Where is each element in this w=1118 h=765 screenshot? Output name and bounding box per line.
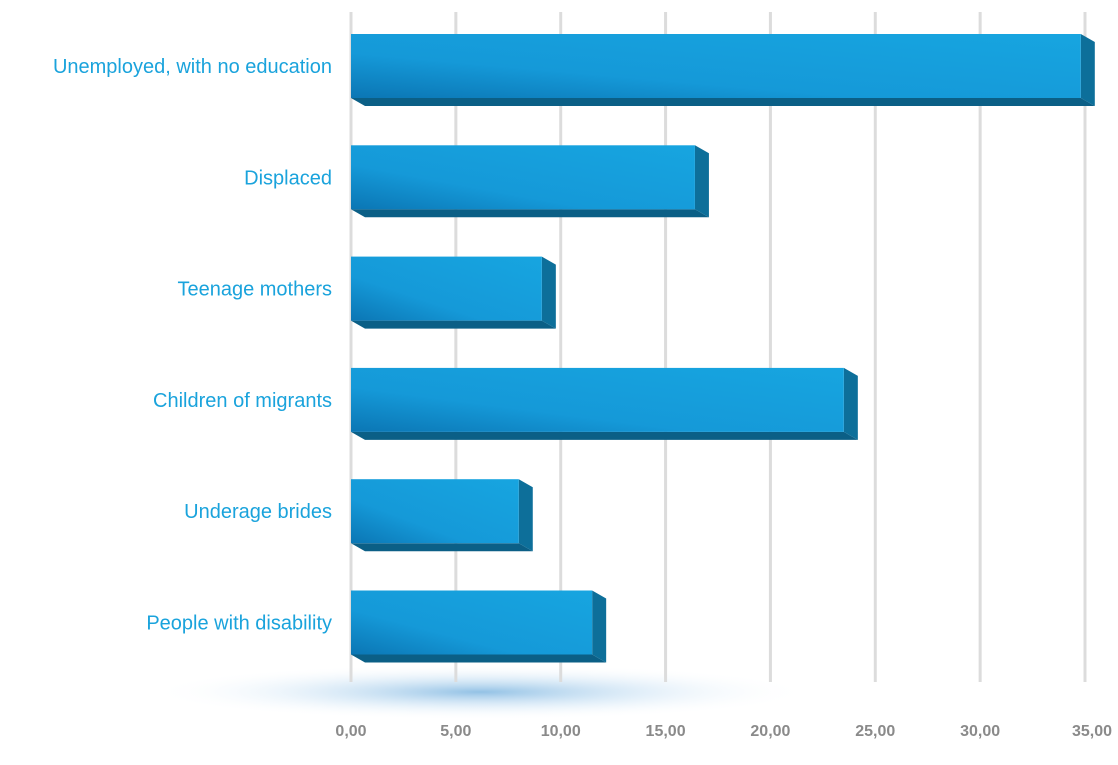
- bar-group: [351, 367, 858, 440]
- bar-side-face: [541, 256, 556, 329]
- x-axis-ticks: 0,00 5,00 10,00 15,00 20,00 25,00 30,00 35,00: [335, 723, 1112, 740]
- category-label: Underage brides: [184, 501, 332, 523]
- category-labels: Unemployed, with no education Displaced Te…: [53, 56, 332, 635]
- bar-bottom-face: [351, 320, 556, 329]
- bar: [351, 256, 542, 321]
- bar-bottom-face: [351, 543, 533, 552]
- bar-bottom-face: [351, 654, 607, 663]
- category-label: Displaced: [244, 167, 332, 189]
- bar-group: [351, 479, 533, 552]
- bar-side-face: [518, 479, 533, 552]
- bar-group: [351, 256, 556, 329]
- category-label: Unemployed, with no education: [53, 56, 332, 78]
- bar-bottom-face: [351, 209, 709, 218]
- category-label: People with disability: [146, 613, 332, 635]
- category-label: Children of migrants: [153, 390, 332, 412]
- x-tick-label: 35,00: [1072, 723, 1112, 740]
- category-label: Teenage mothers: [177, 279, 332, 301]
- x-tick-label: 0,00: [335, 723, 366, 740]
- bar-group: [351, 590, 607, 663]
- bar: [351, 479, 519, 544]
- x-tick-label: 20,00: [750, 723, 790, 740]
- bars: [351, 34, 1095, 663]
- bar-side-face: [1080, 34, 1095, 106]
- bar: [351, 367, 844, 432]
- bar-group: [351, 145, 709, 218]
- bar: [351, 145, 695, 210]
- floor-shadow: [150, 664, 810, 720]
- x-tick-label: 10,00: [541, 723, 581, 740]
- bar-side-face: [694, 145, 709, 218]
- bar: [351, 34, 1081, 98]
- bar-side-face: [592, 590, 607, 663]
- x-tick-label: 5,00: [440, 723, 471, 740]
- bar-group: [351, 34, 1095, 106]
- bar-bottom-face: [351, 431, 858, 440]
- x-tick-label: 15,00: [646, 723, 686, 740]
- bar: [351, 590, 593, 655]
- bar-side-face: [843, 367, 858, 440]
- gridlines: [349, 12, 1087, 682]
- bar-bottom-face: [351, 98, 1095, 106]
- x-tick-label: 25,00: [855, 723, 895, 740]
- x-tick-label: 30,00: [960, 723, 1000, 740]
